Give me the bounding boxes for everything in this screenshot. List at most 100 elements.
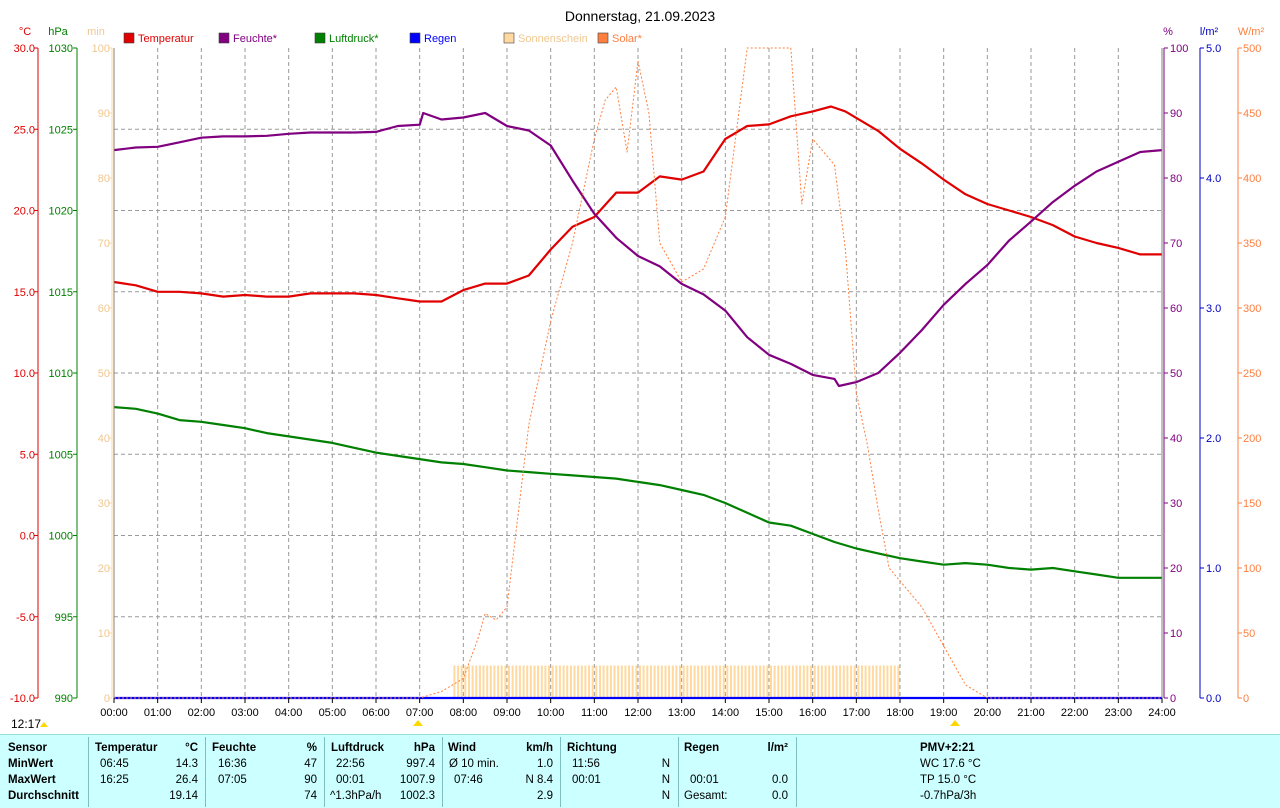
- legend-label: Luftdruck*: [329, 33, 379, 45]
- sunshine-bar: [657, 665, 660, 698]
- temp-axis-tick-label: 5.0: [20, 449, 35, 461]
- header-pmv: PMV+2:21: [920, 742, 975, 754]
- x-tick-label: 15:00: [755, 707, 783, 719]
- sunshine-bar: [602, 665, 605, 698]
- chart-grid: [114, 48, 1162, 698]
- header-temperature-unit: °C: [185, 742, 198, 754]
- legend-swatch: [503, 32, 515, 44]
- current-time-label: 12:17: [11, 717, 41, 731]
- humidity-axis-tick-label: 100: [1170, 43, 1188, 55]
- max-dir-value: N: [661, 774, 670, 786]
- column-divider: [560, 737, 561, 807]
- sunshine-bar: [737, 665, 740, 698]
- header-rain: Regen: [684, 742, 720, 754]
- max-temp-time: 16:25: [100, 774, 129, 786]
- x-tick-label: 09:00: [493, 707, 521, 719]
- humidity-axis-tick-label: 90: [1170, 108, 1182, 120]
- sunshine-bar: [566, 665, 569, 698]
- sunshine-bar: [788, 665, 791, 698]
- min-temp-time: 06:45: [100, 758, 129, 770]
- header-pressure: Luftdruck: [331, 742, 385, 754]
- rain-total-value: 0.0: [772, 790, 788, 802]
- sunshine-bar: [882, 665, 885, 698]
- solar-axis-unit: W/m²: [1238, 26, 1265, 38]
- sunshine-bar: [613, 665, 616, 698]
- rain-axis-tick-label: 0.0: [1206, 693, 1221, 705]
- humidity-axis-tick-label: 40: [1170, 433, 1182, 445]
- temp-axis-tick-label: 30.0: [14, 43, 35, 55]
- sunshine-bar: [511, 665, 514, 698]
- sunshine-bar: [540, 665, 543, 698]
- sunshine-bar: [569, 665, 572, 698]
- sunshine-bar: [580, 665, 583, 698]
- sunshine-bar: [897, 665, 900, 698]
- pressure-axis-tick-label: 1000: [49, 531, 73, 543]
- press-trend-label: ^1.3hPa/h: [330, 790, 382, 802]
- sunshine-bar: [682, 665, 685, 698]
- x-tick-label: 17:00: [843, 707, 871, 719]
- column-divider: [88, 737, 89, 807]
- sunshine-bar: [504, 665, 507, 698]
- sunshine-bar: [700, 665, 703, 698]
- sunshine-bar: [861, 665, 863, 698]
- dewpoint-value: TP 15.0 °C: [920, 774, 977, 786]
- sunshine-bar: [515, 665, 518, 698]
- sunshine-axis-tick-label: 90: [98, 108, 110, 120]
- x-tick-label: 18:00: [886, 707, 914, 719]
- sunshine-bar: [653, 665, 656, 698]
- humidity-axis-tick-label: 10: [1170, 628, 1182, 640]
- sunshine-bar: [842, 665, 845, 698]
- x-tick-label: 03:00: [231, 707, 259, 719]
- sunshine-bar: [577, 665, 580, 698]
- avg-press-value: 1002.3: [399, 790, 435, 802]
- avg-dir-value: N: [661, 790, 670, 802]
- temp-axis-unit: °C: [19, 26, 31, 38]
- humidity-axis-tick-label: 0: [1170, 693, 1176, 705]
- x-tick-label: 07:00: [406, 707, 434, 719]
- sunshine-bar: [708, 665, 711, 698]
- legend-swatch: [597, 32, 609, 44]
- sunshine-bar: [828, 665, 831, 698]
- sunshine-bar: [486, 665, 489, 698]
- sunshine-bar: [599, 665, 601, 698]
- rain-axis-tick-label: 2.0: [1206, 433, 1221, 445]
- legend-swatch: [123, 32, 135, 44]
- max-rain-time: 00:01: [690, 774, 719, 786]
- sunshine-bar: [660, 665, 663, 698]
- temp-axis-tick-label: 10.0: [14, 368, 35, 380]
- header-direction: Richtung: [567, 742, 617, 754]
- solar-axis-tick-label: 50: [1243, 628, 1255, 640]
- sunshine-bar: [457, 665, 460, 698]
- sunshine-bar: [482, 665, 485, 698]
- series-line-solar: [114, 47, 1162, 699]
- sunshine-bar: [791, 665, 794, 698]
- solar-axis-tick-label: 250: [1243, 368, 1261, 380]
- legend-label: Temperatur: [138, 33, 194, 45]
- sunshine-bar: [751, 665, 754, 698]
- sunshine-bar: [831, 665, 834, 698]
- sunshine-bar: [871, 665, 874, 698]
- humidity-axis-tick-label: 60: [1170, 303, 1182, 315]
- sunshine-bar: [799, 665, 802, 698]
- min-hum-value: 47: [304, 758, 317, 770]
- column-divider: [324, 737, 325, 807]
- sunshine-bar: [813, 665, 816, 698]
- legend-swatch: [218, 32, 230, 44]
- pressure-axis-tick-label: 990: [55, 693, 73, 705]
- sunshine-bar: [857, 665, 860, 698]
- sunshine-bar: [890, 665, 893, 698]
- sunshine-bar: [533, 665, 536, 698]
- temp-axis-tick-label: -10.0: [10, 693, 35, 705]
- header-temperature: Temperatur: [95, 742, 158, 754]
- sunshine-bar: [773, 665, 776, 698]
- solar-axis-tick-label: 200: [1243, 433, 1261, 445]
- sunshine-bar: [508, 665, 510, 698]
- pressure-axis-tick-label: 1030: [49, 43, 73, 55]
- sunshine-bar: [617, 665, 620, 698]
- humidity-axis-tick-label: 30: [1170, 498, 1182, 510]
- sunshine-bar: [839, 665, 842, 698]
- sunshine-bar: [635, 665, 638, 698]
- max-wind-time: 07:46: [454, 774, 483, 786]
- max-hum-time: 07:05: [218, 774, 247, 786]
- sunshine-bar: [671, 665, 674, 698]
